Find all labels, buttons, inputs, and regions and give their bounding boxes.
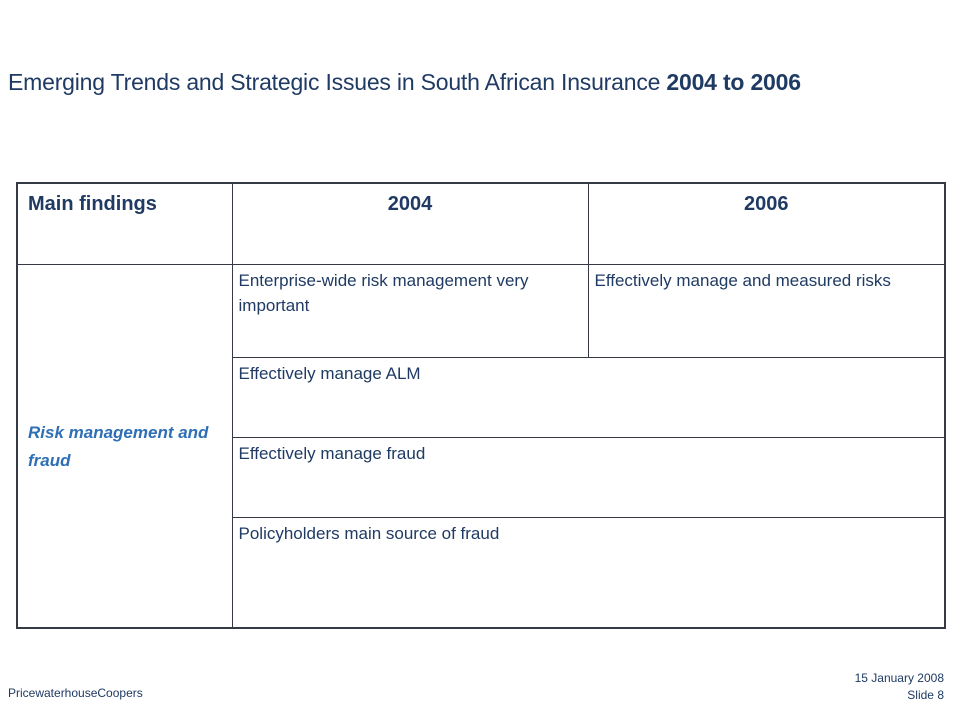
table-row: Effectively manage ALM xyxy=(17,356,946,438)
finding-2006-cell: Effectively manage and measured risks xyxy=(587,263,946,358)
table-row: Policyholders main source of fraud xyxy=(17,516,946,629)
findings-table: Main findings 2004 2006 Risk management … xyxy=(16,182,946,629)
footer-meta: 15 January 2008 Slide 8 xyxy=(855,670,944,704)
header-2004: 2004 xyxy=(231,182,589,265)
table-header-row: Main findings 2004 2006 xyxy=(16,182,946,265)
table-row: Risk management and fraud Enterprise-wid… xyxy=(16,263,946,629)
table-row: Effectively manage fraud xyxy=(17,436,946,518)
footer-date: 15 January 2008 xyxy=(854,671,944,685)
finding-merged-cell: Effectively manage ALM xyxy=(231,356,946,438)
finding-merged-cell: Policyholders main source of fraud xyxy=(231,516,946,629)
category-cell: Risk management and fraud xyxy=(16,263,233,629)
footer-slide-number: Slide 8 xyxy=(907,688,944,702)
finding-merged-cell: Effectively manage fraud xyxy=(231,436,946,518)
slide-title: Emerging Trends and Strategic Issues in … xyxy=(8,68,952,96)
header-2006: 2006 xyxy=(587,182,946,265)
footer-company: PricewaterhouseCoopers xyxy=(8,686,143,700)
finding-2004-cell: Enterprise-wide risk management very imp… xyxy=(231,263,589,358)
header-main-findings: Main findings xyxy=(16,182,233,265)
slide-title-years: 2004 to 2006 xyxy=(666,69,801,95)
slide-title-main: Emerging Trends and Strategic Issues in … xyxy=(8,69,667,95)
